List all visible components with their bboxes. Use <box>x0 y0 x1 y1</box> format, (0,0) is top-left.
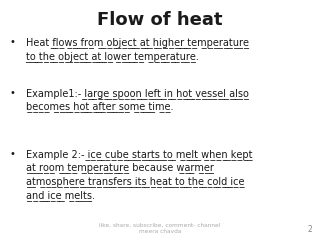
Text: 2: 2 <box>307 225 312 234</box>
Text: Flow of heat: Flow of heat <box>97 11 223 29</box>
Text: •: • <box>10 37 15 47</box>
Text: •: • <box>10 149 15 159</box>
Text: •: • <box>10 88 15 98</box>
Text: Example 2:- i̲c̲e̲ ̲c̲u̲b̲e̲ ̲s̲t̲a̲r̲t̲s̲ ̲t̲o̲ ̲m̲e̲l̲t̲ ̲w̲h̲e̲n̲ ̲k̲e̲p̲t̲
a: Example 2:- i̲c̲e̲ ̲c̲u̲b̲e̲ ̲s̲t̲a̲r̲t̲… <box>26 149 252 201</box>
Text: Example1:- l̲a̲r̲g̲e̲ ̲s̲p̲o̲o̲n̲ ̲l̲e̲f̲t̲ ̲i̲n̲ ̲h̲o̲t̲ ̲v̲e̲s̲s̲e̲l̲ ̲a̲l̲s̲o: Example1:- l̲a̲r̲g̲e̲ ̲s̲p̲o̲o̲n̲ ̲l̲e̲f… <box>26 88 248 112</box>
Text: like, share, subscribe, comment- channel
meera chavda: like, share, subscribe, comment- channel… <box>99 223 221 234</box>
Text: Heat f̲l̲o̲w̲s̲ ̲f̲r̲o̲m̲ ̲o̲b̲j̲e̲c̲t̲ ̲a̲t̲ ̲h̲i̲g̲h̲e̲r̲ ̲t̲e̲m̲p̲e̲r̲a̲t̲u̲r: Heat f̲l̲o̲w̲s̲ ̲f̲r̲o̲m̲ ̲o̲b̲j̲e̲c̲t̲ … <box>26 37 249 62</box>
